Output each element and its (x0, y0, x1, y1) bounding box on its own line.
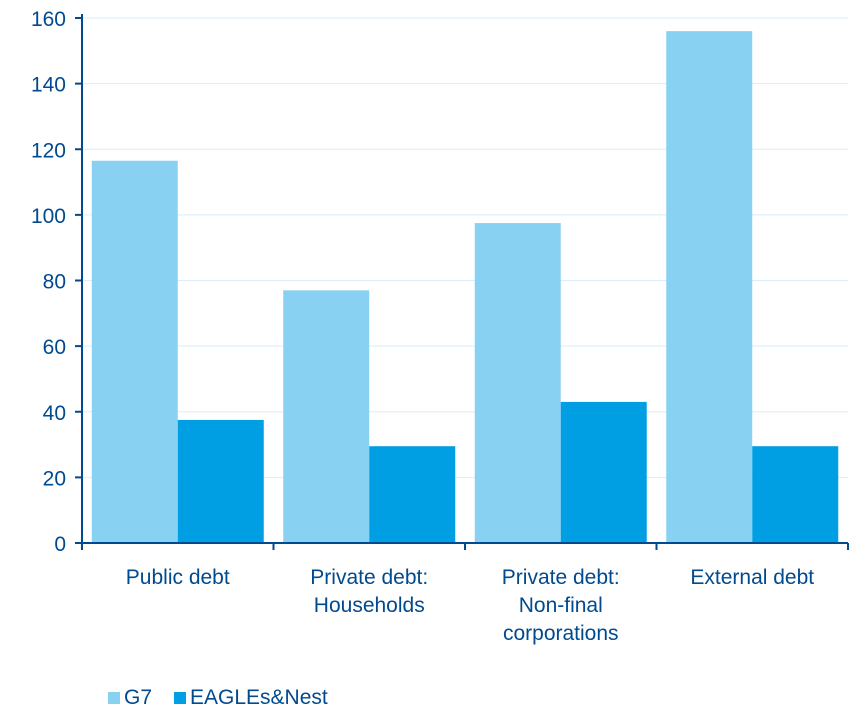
x-category-label: Private debt: Households (310, 566, 428, 617)
x-category-label: External debt (690, 566, 814, 589)
legend-item-eagles-nest: EAGLEs&Nest (174, 686, 328, 710)
bar-eagles-nest (560, 401, 647, 543)
legend-item-g7: G7 (108, 686, 152, 710)
bar-eagles-nest (369, 446, 456, 543)
bar-g7 (666, 31, 753, 543)
y-tick-label: 160 (31, 8, 66, 31)
x-category-label: Public debt (126, 566, 230, 589)
gridlines (82, 17, 848, 478)
y-axis-ticks: 0 20 40 60 80 100 120 140 160 (31, 8, 82, 556)
bar-eagles-nest (177, 419, 264, 543)
y-tick-label: 100 (31, 205, 66, 228)
bar-g7 (474, 223, 561, 543)
y-tick-label: 80 (43, 271, 66, 294)
y-tick-label: 120 (31, 139, 66, 162)
legend: G7 EAGLEs&Nest (108, 686, 328, 710)
bar-chart: 0 20 40 60 80 100 120 140 160 Public debt Private… (31, 8, 849, 645)
legend-swatch-eagles-nest (174, 692, 187, 704)
bar-g7 (91, 160, 178, 543)
legend-label-eagles-nest: EAGLEs&Nest (190, 686, 328, 709)
y-tick-label: 40 (43, 402, 66, 425)
y-tick-label: 20 (43, 467, 66, 490)
y-tick-label: 140 (31, 74, 66, 97)
x-axis-labels: Public debt Private debt: Households Privat… (126, 566, 814, 645)
legend-swatch-g7 (108, 692, 120, 704)
y-tick-label: 0 (54, 533, 66, 556)
legend-label-g7: G7 (124, 686, 153, 709)
axes (81, 14, 849, 550)
x-category-label: Private debt: Non-final corporations (502, 566, 620, 645)
bar-eagles-nest (752, 446, 839, 543)
bars (91, 31, 839, 543)
y-tick-label: 60 (43, 336, 66, 359)
bar-g7 (283, 290, 370, 543)
